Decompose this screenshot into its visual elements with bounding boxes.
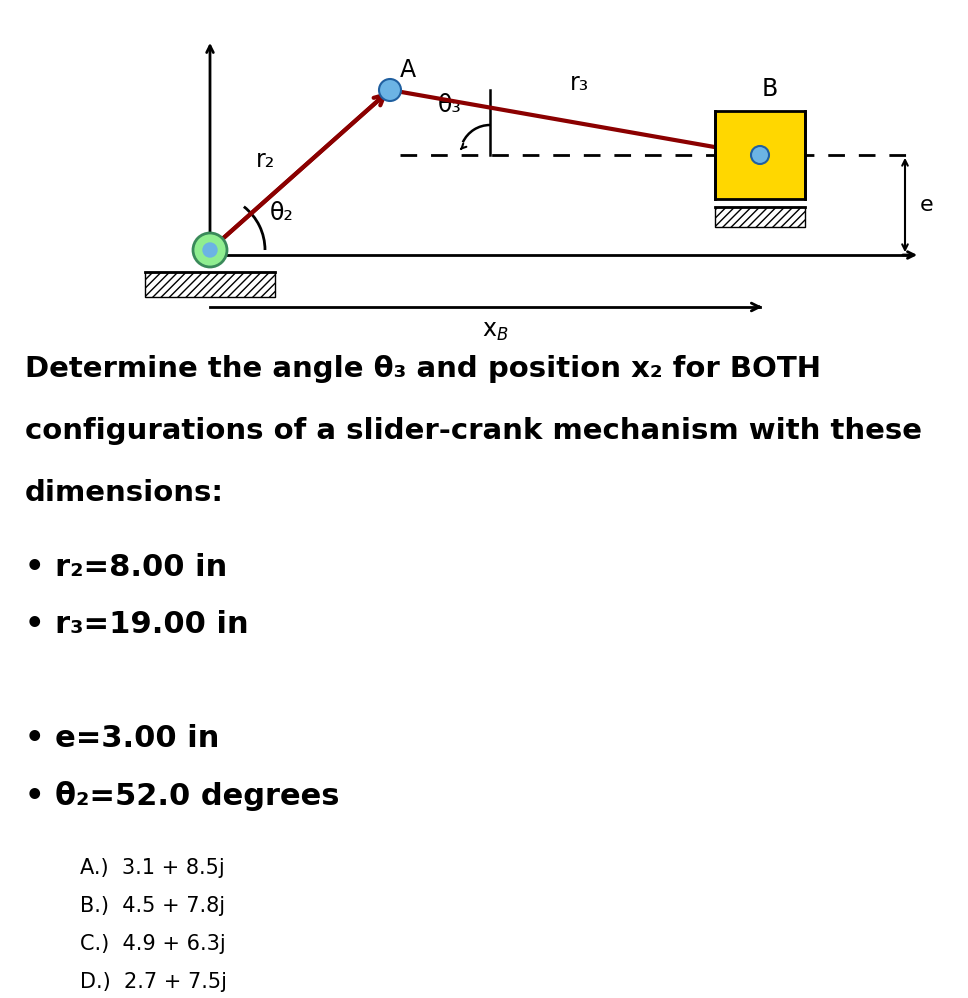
Text: A: A [400, 58, 416, 82]
Bar [145, 272, 275, 297]
Text: • e=3.00 in: • e=3.00 in [25, 724, 220, 753]
Text: B.)  4.5 + 7.8j: B.) 4.5 + 7.8j [80, 896, 226, 916]
Text: C.)  4.9 + 6.3j: C.) 4.9 + 6.3j [80, 934, 226, 954]
Text: Determine the angle θ₃ and position x₂ for BOTH: Determine the angle θ₃ and position x₂ f… [25, 355, 821, 383]
Text: D.)  2.7 + 7.5j: D.) 2.7 + 7.5j [80, 972, 227, 992]
Circle shape [379, 79, 401, 101]
Text: θ₃: θ₃ [438, 93, 462, 117]
Text: • r₃=19.00 in: • r₃=19.00 in [25, 610, 249, 639]
Text: • r₂=8.00 in: • r₂=8.00 in [25, 553, 227, 582]
Text: e: e [920, 195, 933, 215]
Text: r₃: r₃ [570, 71, 590, 95]
Text: x$_B$: x$_B$ [482, 319, 508, 343]
Bar [715, 111, 805, 199]
Bar [715, 207, 805, 227]
Circle shape [203, 243, 217, 257]
Text: θ₂: θ₂ [270, 201, 294, 225]
Text: A.)  3.1 + 8.5j: A.) 3.1 + 8.5j [80, 858, 225, 878]
Text: • θ₂=52.0 degrees: • θ₂=52.0 degrees [25, 781, 340, 811]
Circle shape [193, 233, 227, 267]
Text: r₂: r₂ [256, 148, 275, 172]
Text: configurations of a slider-crank mechanism with these: configurations of a slider-crank mechani… [25, 417, 922, 445]
Text: dimensions:: dimensions: [25, 479, 224, 507]
Circle shape [751, 146, 769, 164]
Text: B: B [762, 77, 778, 101]
